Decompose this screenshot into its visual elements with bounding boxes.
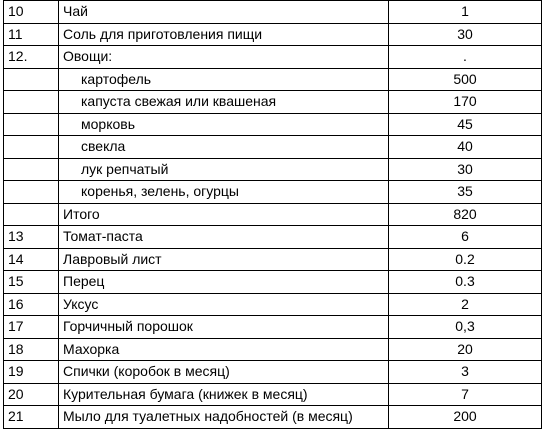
table-body: 10 Чай 1 11 Соль для приготовления пищи 30 12.… bbox=[3, 0, 542, 429]
item-name-cell: Итого bbox=[58, 202, 389, 226]
row-number-cell bbox=[3, 202, 59, 226]
item-name-cell: Горчичный порошок bbox=[58, 315, 389, 339]
table-row: 19 Спички (коробок в месяц) 3 bbox=[3, 360, 542, 384]
table-row: 13 Томат-паста 6 bbox=[3, 225, 542, 249]
table-row: свекла 40 bbox=[3, 135, 542, 159]
row-number-cell bbox=[3, 180, 59, 204]
ration-table: 10 Чай 1 11 Соль для приготовления пищи 30 12.… bbox=[3, 0, 542, 429]
item-name-cell: Перец bbox=[58, 270, 389, 294]
quantity-cell: 45 bbox=[388, 112, 542, 136]
table-row: 18 Махорка 20 bbox=[3, 337, 542, 361]
item-name-cell: Овощи: bbox=[58, 45, 389, 69]
row-number-cell: 10 bbox=[3, 0, 59, 24]
item-name-cell: Мыло для туалетных надобностей (в месяц) bbox=[58, 405, 389, 429]
item-name-cell: Чай bbox=[58, 0, 389, 24]
row-number-cell: 18 bbox=[3, 337, 59, 361]
quantity-cell: 820 bbox=[388, 202, 542, 226]
quantity-cell: 1 bbox=[388, 0, 542, 24]
table-row: 14 Лавровый лист 0.2 bbox=[3, 247, 542, 271]
row-number-cell: 15 bbox=[3, 270, 59, 294]
row-number-cell bbox=[3, 112, 59, 136]
table-row: 21 Мыло для туалетных надобностей (в меся… bbox=[3, 405, 542, 429]
quantity-cell: 7 bbox=[388, 382, 542, 406]
sub-item-name-cell: картофель bbox=[58, 67, 389, 91]
table-row: 10 Чай 1 bbox=[3, 0, 542, 24]
table-row: Итого 820 bbox=[3, 202, 542, 226]
table-row: лук репчатый 30 bbox=[3, 157, 542, 181]
table-row: 16 Уксус 2 bbox=[3, 292, 542, 316]
sub-item-name-cell: лук репчатый bbox=[58, 157, 389, 181]
quantity-cell: 0.2 bbox=[388, 247, 542, 271]
table-row: капуста свежая или квашеная 170 bbox=[3, 90, 542, 114]
item-name-cell: Махорка bbox=[58, 337, 389, 361]
row-number-cell: 11 bbox=[3, 22, 59, 46]
sub-item-name-cell: морковь bbox=[58, 112, 389, 136]
item-name-cell: Спички (коробок в месяц) bbox=[58, 360, 389, 384]
row-number-cell: 19 bbox=[3, 360, 59, 384]
table-row: картофель 500 bbox=[3, 67, 542, 91]
sub-item-name-cell: коренья, зелень, огурцы bbox=[58, 180, 389, 204]
table-row: 11 Соль для приготовления пищи 30 bbox=[3, 22, 542, 46]
quantity-cell: . bbox=[388, 45, 542, 69]
table-row: 12. Овощи:. bbox=[3, 45, 542, 69]
table-row: морковь 45 bbox=[3, 112, 542, 136]
table-row: 17 Горчичный порошок 0,3 bbox=[3, 315, 542, 339]
sub-item-name-cell: капуста свежая или квашеная bbox=[58, 90, 389, 114]
quantity-cell: 6 bbox=[388, 225, 542, 249]
row-number-cell: 21 bbox=[3, 405, 59, 429]
sub-item-name-cell: свекла bbox=[58, 135, 389, 159]
table-row: 15 Перец 0.3 bbox=[3, 270, 542, 294]
row-number-cell bbox=[3, 135, 59, 159]
row-number-cell: 17 bbox=[3, 315, 59, 339]
quantity-cell: 2 bbox=[388, 292, 542, 316]
quantity-cell: 30 bbox=[388, 157, 542, 181]
quantity-cell: 40 bbox=[388, 135, 542, 159]
item-name-cell: Томат-паста bbox=[58, 225, 389, 249]
quantity-cell: 35 bbox=[388, 180, 542, 204]
quantity-cell: 0,3 bbox=[388, 315, 542, 339]
item-name-cell: Соль для приготовления пищи bbox=[58, 22, 389, 46]
row-number-cell bbox=[3, 67, 59, 91]
row-number-cell: 13 bbox=[3, 225, 59, 249]
table-row: 20 Курительная бумага (книжек в месяц) 7 bbox=[3, 382, 542, 406]
row-number-cell bbox=[3, 90, 59, 114]
quantity-cell: 170 bbox=[388, 90, 542, 114]
item-name-cell: Уксус bbox=[58, 292, 389, 316]
row-number-cell: 16 bbox=[3, 292, 59, 316]
quantity-cell: 0.3 bbox=[388, 270, 542, 294]
quantity-cell: 30 bbox=[388, 22, 542, 46]
row-number-cell: 12. bbox=[3, 45, 59, 69]
row-number-cell bbox=[3, 157, 59, 181]
row-number-cell: 14 bbox=[3, 247, 59, 271]
row-number-cell: 20 bbox=[3, 382, 59, 406]
item-name-cell: Лавровый лист bbox=[58, 247, 389, 271]
quantity-cell: 3 bbox=[388, 360, 542, 384]
quantity-cell: 200 bbox=[388, 405, 542, 429]
item-name-cell: Курительная бумага (книжек в месяц) bbox=[58, 382, 389, 406]
quantity-cell: 500 bbox=[388, 67, 542, 91]
table-row: коренья, зелень, огурцы 35 bbox=[3, 180, 542, 204]
quantity-cell: 20 bbox=[388, 337, 542, 361]
